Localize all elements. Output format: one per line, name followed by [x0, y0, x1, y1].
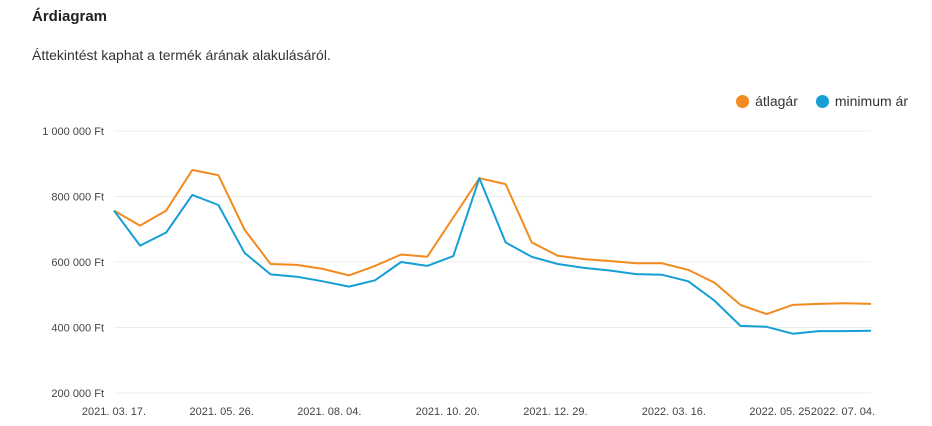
- page-title: Árdiagram: [32, 8, 108, 25]
- chart-legend: átlagár minimum ár: [718, 93, 908, 109]
- legend-dot-minimum: [815, 94, 829, 108]
- y-tick-label: 200 000 Ft: [51, 388, 104, 400]
- y-tick-label: 400 000 Ft: [51, 323, 104, 335]
- x-tick-label: 2021. 12. 29.: [523, 406, 587, 418]
- legend-dot-average: [736, 94, 750, 108]
- legend-item-minimum[interactable]: minimum ár: [815, 93, 908, 109]
- chart-grid: [114, 130, 871, 394]
- x-tick-label: 2021. 10. 20.: [416, 406, 480, 418]
- y-tick-label: 600 000 Ft: [51, 257, 104, 269]
- series-line-average: [113, 169, 872, 316]
- page-subtitle: Áttekintést kaphat a termék árának alaku…: [32, 47, 331, 63]
- x-tick-label: 2021. 08. 04.: [297, 406, 361, 418]
- x-tick-label: 2021. 03. 17.: [82, 406, 146, 418]
- x-tick-label: 2022. 07. 04.: [811, 406, 875, 418]
- x-tick-label: 2022. 05. 25.: [749, 406, 813, 418]
- series-line-minimum: [113, 177, 872, 335]
- legend-label-average: átlagár: [755, 93, 798, 109]
- y-tick-label: 800 000 Ft: [51, 192, 104, 204]
- x-tick-label: 2021. 05. 26.: [190, 406, 254, 418]
- y-tick-label: 1 000 000 Ft: [42, 126, 104, 138]
- x-tick-label: 2022. 03. 16.: [642, 406, 706, 418]
- chart-series: [113, 169, 872, 335]
- legend-item-average[interactable]: átlagár: [736, 93, 798, 109]
- x-axis: 2021. 03. 17. 2021. 05. 26. 2021. 08. 04. 2…: [82, 406, 875, 418]
- y-axis: 1 000 000 Ft 800 000 Ft 600 000 Ft 400 000 …: [42, 126, 104, 400]
- legend-label-minimum: minimum ár: [834, 93, 908, 109]
